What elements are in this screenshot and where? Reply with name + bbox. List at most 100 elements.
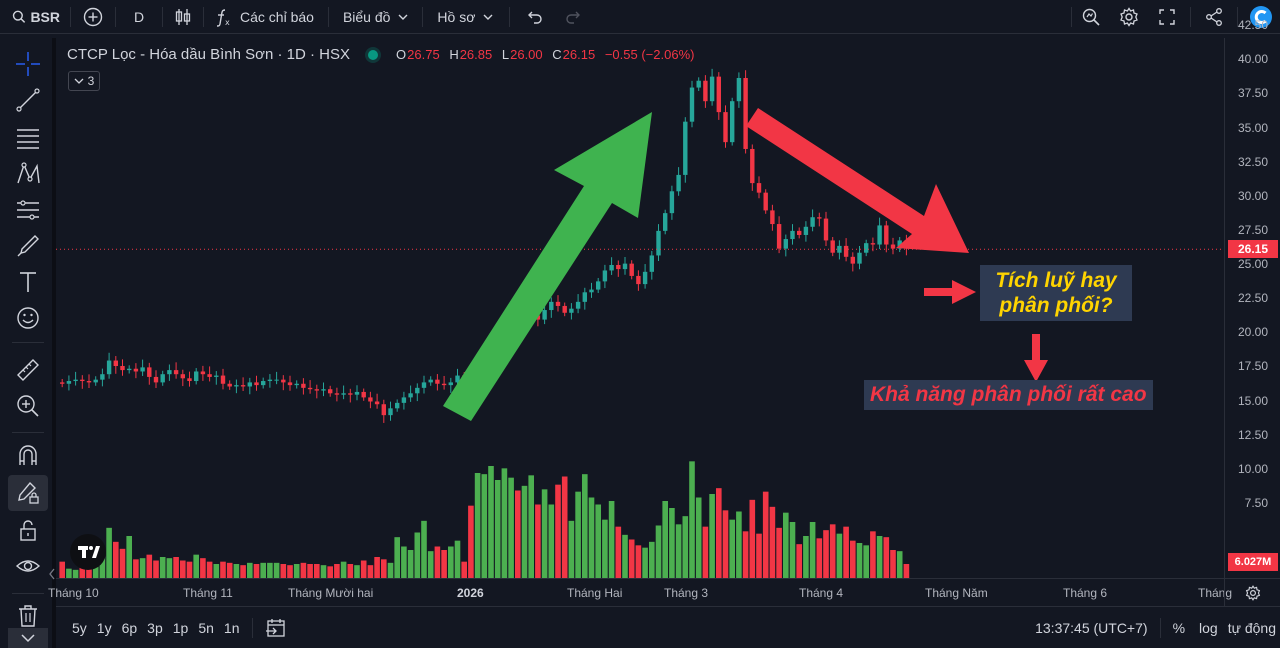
chevron-down-icon [74,78,84,84]
measure-tool[interactable] [8,352,48,388]
redo-icon [566,11,581,24]
volume-bar [689,461,695,578]
volume-bar [508,477,514,578]
candle [240,377,246,391]
more-tools-toggle[interactable] [8,628,48,648]
price-scale[interactable]: 42.50 40.00 37.50 35.00 32.50 30.00 27.50 25.00… [1224,18,1280,578]
volume-bar [561,476,568,578]
candle [864,239,869,257]
hide-drawings-tool[interactable] [8,548,48,584]
range-1y[interactable]: 1y [96,619,112,636]
indicators-toggle[interactable]: 3 [68,71,100,91]
candle [167,364,172,381]
candle [361,388,366,401]
profile-menu-button[interactable]: Hồ sơ [423,0,509,34]
range-3p[interactable]: 3p [147,619,163,636]
volume-bar [515,490,521,578]
share-button[interactable] [1195,0,1233,34]
clock-timezone[interactable]: 13:37:45 (UTC+7) [1035,619,1148,636]
auto-scale-toggle[interactable]: tự động [1227,619,1276,636]
magnet-tool[interactable] [8,438,48,474]
candle [803,221,809,242]
chart-type-button[interactable] [163,0,203,34]
chart-menu-button[interactable]: Biểu đồ [329,0,422,34]
collapse-toolbar-toggle[interactable] [46,564,58,584]
range-1p[interactable]: 1p [172,619,189,636]
price-tick: 30.00 [1237,188,1268,203]
fullscreen-button[interactable] [1148,0,1186,34]
volume-bar [662,501,668,578]
price-chart[interactable] [56,38,1224,578]
volume-bar [709,494,715,578]
volume-bar [360,560,367,578]
time-tick: Tháng 4 [799,586,844,600]
conclusion-annotation: Khả năng phân phối rất cao [864,380,1153,410]
candle [267,374,273,388]
range-6p[interactable]: 6p [121,619,138,636]
volume-bar [582,474,588,578]
volume-bar [756,533,762,578]
remove-drawings-tool[interactable] [8,598,48,634]
percent-toggle[interactable]: % [1172,619,1186,636]
fib-tool[interactable] [8,120,48,156]
undo-icon [528,11,543,24]
range-5y[interactable]: 5y [72,619,87,636]
volume-bar [193,554,199,578]
candle [60,378,65,388]
prediction-tool[interactable] [8,192,48,228]
green-up-arrow [443,112,652,421]
volume-bar [334,564,340,578]
undo-button[interactable] [514,0,554,34]
price-tick: 37.50 [1237,86,1268,101]
volume-bar [762,491,769,578]
quick-search-button[interactable] [1072,0,1110,34]
app-logo-button[interactable] [1242,0,1280,34]
open-label: O [396,47,407,62]
trend-line-tool[interactable] [8,82,48,118]
compare-add-button[interactable] [71,0,115,34]
go-to-date-button[interactable] [265,617,287,639]
red-right-arrow [924,280,976,304]
candle [401,391,407,410]
lock-drawings-tool[interactable] [8,512,48,548]
crosshair-icon [16,52,40,76]
brush-tool[interactable] [8,228,48,264]
symbol-search-button[interactable]: BSR [0,0,70,34]
range-1n[interactable]: 1n [223,619,240,636]
price-tick: 22.50 [1237,291,1268,306]
crosshair-tool[interactable] [8,46,48,82]
volume-bar [79,562,86,578]
brush-icon [17,235,39,257]
market-status-dot [368,49,379,60]
volume-bar [655,525,662,578]
pattern-tool[interactable] [8,156,48,192]
share-icon [1206,8,1222,26]
axis-settings-button[interactable] [1224,578,1280,606]
interval-button[interactable]: D [116,0,162,34]
candle [86,374,92,388]
volume-bar [682,516,689,578]
icon-tool[interactable] [8,300,48,336]
indicators-button[interactable]: x Các chỉ báo [204,0,328,34]
settings-button[interactable] [1110,0,1148,34]
candle [636,270,641,291]
log-toggle[interactable]: log [1199,619,1218,636]
bottom-toolbar: 5y 1y 6p 3p 1p 5n 1n 13:37:45 (UTC+7) % log tự… [56,606,1280,648]
stay-in-drawing-mode-tool[interactable] [8,475,48,511]
time-axis[interactable]: Tháng 10 Tháng 11 Tháng Mười hai 2026 Tháng … [48,578,1232,606]
volume-bar [394,537,400,578]
volume-bar [870,531,876,578]
candle [200,365,206,381]
zoom-tool[interactable] [8,388,48,424]
volume-bar [441,550,447,578]
price-tick: 40.00 [1237,52,1268,67]
redo-button[interactable] [554,0,594,34]
volume-bar [896,551,903,578]
range-5n[interactable]: 5n [198,619,214,636]
price-tick: 15.00 [1237,393,1268,408]
text-tool[interactable] [8,264,48,300]
time-tick: Tháng Năm [925,586,988,600]
volume-bar [488,466,494,578]
symbol-title[interactable]: CTCP Lọc - Hóa dầu Bình Sơn · 1D · HSX [67,46,351,63]
volume-bar [381,559,387,578]
